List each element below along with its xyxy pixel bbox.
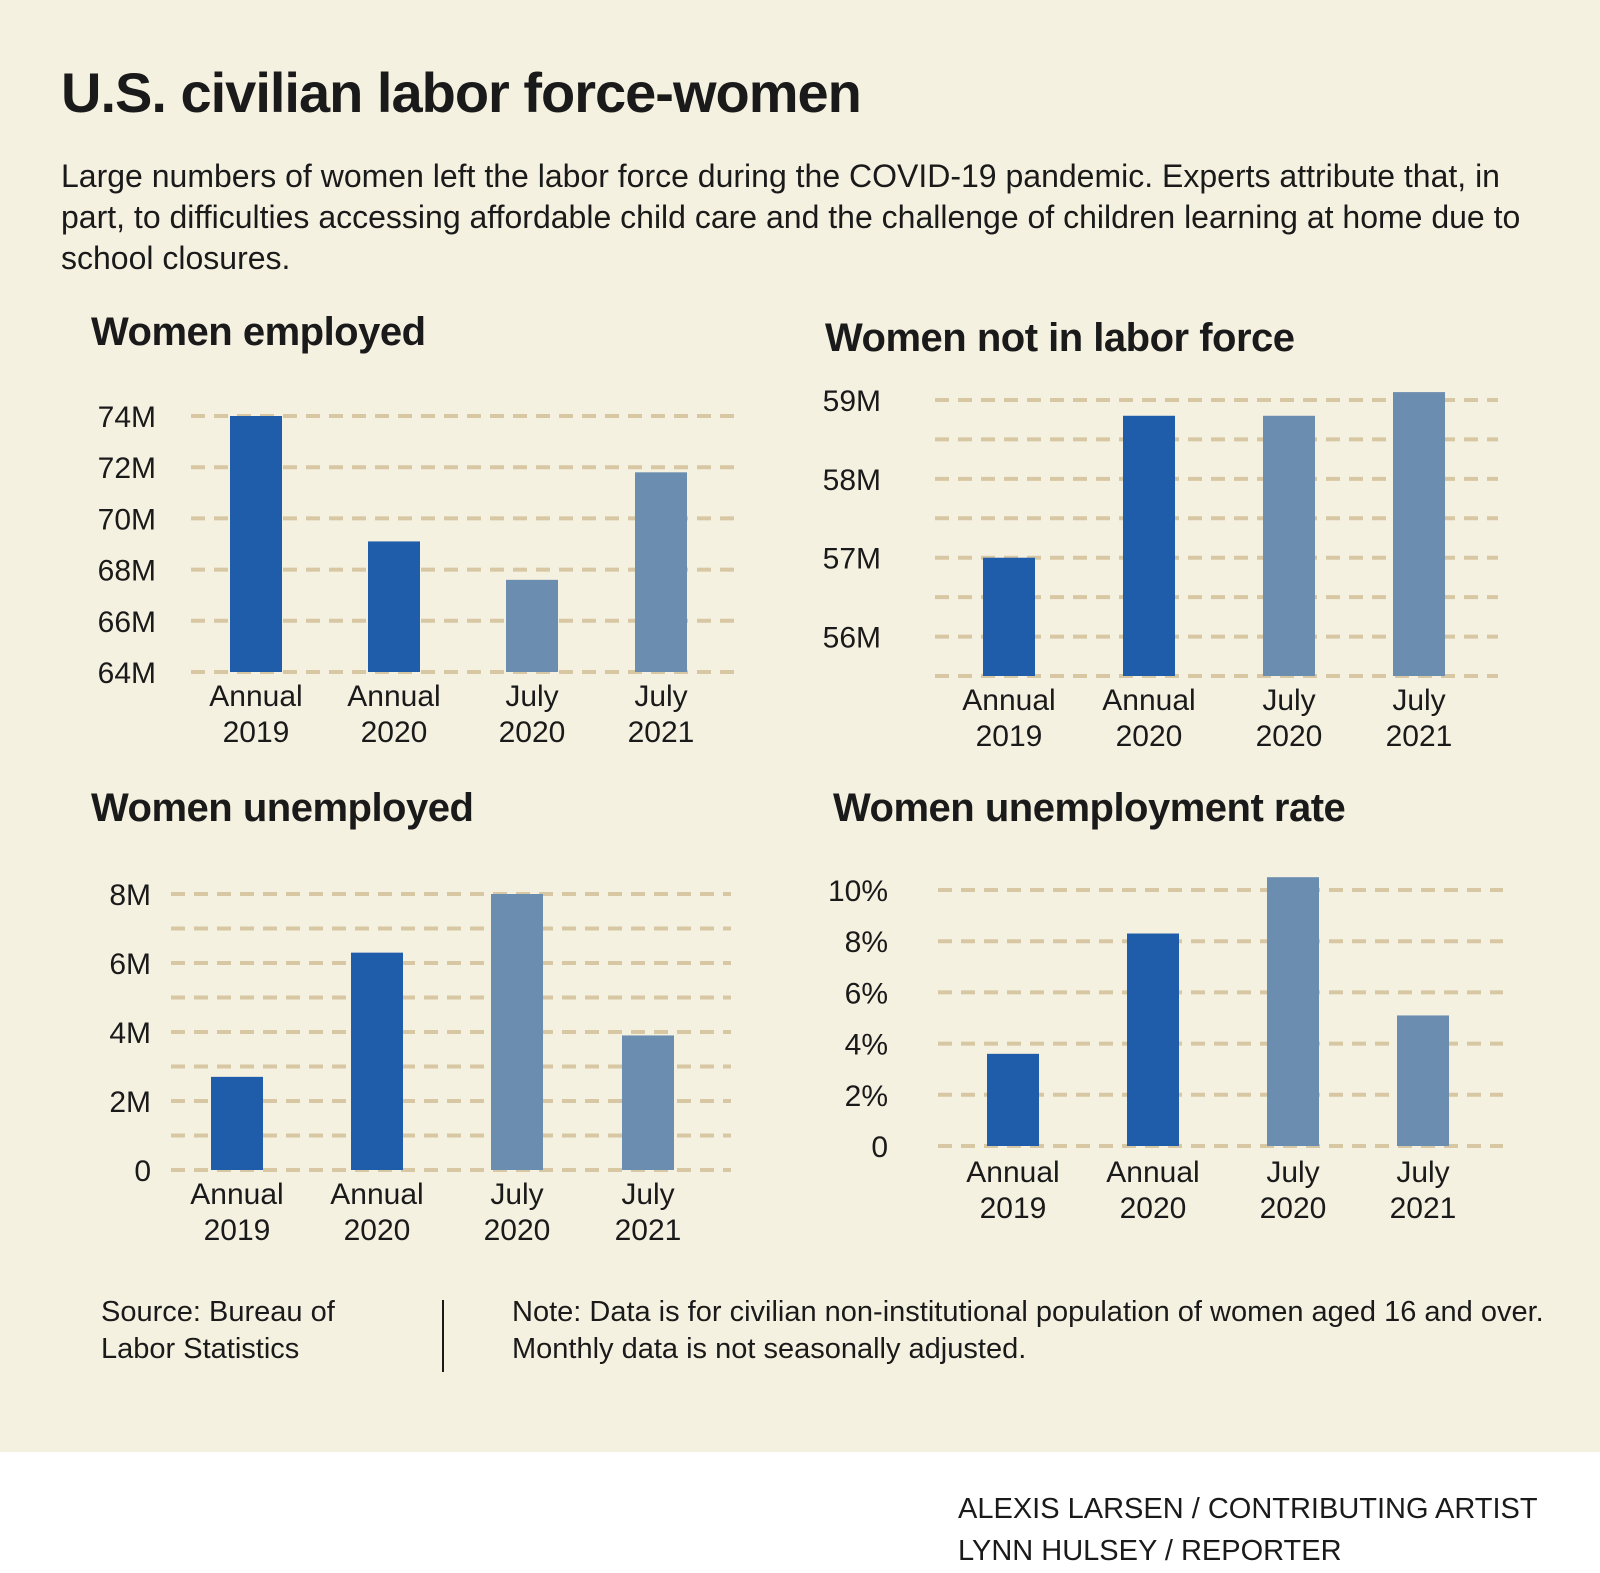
- y-tick-label: 56M: [823, 622, 881, 655]
- bar: [1123, 415, 1175, 676]
- chart-plot: 02%4%6%8%10%Annual2019Annual2020July2020…: [828, 875, 1503, 1225]
- chart-women-unemployment-rate: Women unemployment rate 0 2% 4% 6% 8% 10% Annu…: [823, 788, 1523, 1248]
- x-category-label: 2020: [1256, 720, 1323, 753]
- x-category-label: July: [505, 680, 558, 713]
- x-category-label: Annual: [190, 1178, 283, 1211]
- bar: [983, 557, 1035, 676]
- y-tick-label: 70M: [98, 503, 156, 536]
- data-note: Note: Data is for civilian non-instituti…: [512, 1296, 1544, 1365]
- x-category-label: Annual: [966, 1156, 1059, 1189]
- chart-plot: 56M57M58M59MAnnual2019Annual2020July2020…: [823, 385, 1498, 753]
- y-tick-label: 8%: [845, 926, 888, 959]
- y-tick-label: 64M: [98, 657, 156, 690]
- x-category-label: Annual: [209, 680, 302, 713]
- chart-women-unemployed: Women unemployed 0 2M 4M 6M 8M Annual 2019 Annu…: [86, 788, 776, 1248]
- y-tick-label: 57M: [823, 543, 881, 576]
- x-category-label: July: [1262, 684, 1315, 717]
- x-category-label: Annual: [962, 684, 1055, 717]
- y-tick-label: 4%: [845, 1029, 888, 1062]
- subtitle: Large numbers of women left the labor fo…: [61, 158, 1521, 276]
- y-tick-label: 8M: [109, 879, 151, 912]
- y-tick-label: 59M: [823, 385, 881, 418]
- bar: [1397, 1015, 1449, 1146]
- y-tick-label: 4M: [109, 1017, 151, 1050]
- x-category-label: July: [1392, 684, 1445, 717]
- x-category-label: Annual: [347, 680, 440, 713]
- bar: [351, 952, 403, 1170]
- source-note: Source: Bureau of Labor Statistics: [101, 1296, 335, 1365]
- x-category-label: 2020: [1260, 1192, 1327, 1225]
- x-category-label: 2021: [615, 1214, 682, 1247]
- x-category-label: 2020: [499, 716, 566, 749]
- bar: [1127, 933, 1179, 1146]
- x-category-label: 2020: [361, 716, 428, 749]
- bar: [1263, 415, 1315, 676]
- x-category-label: 2019: [204, 1214, 271, 1247]
- chart-title: Women not in labor force: [825, 316, 1295, 360]
- chart-plot: 64M66M68M70M72M74MAnnual2019Annual2020Ju…: [98, 401, 741, 749]
- bar: [230, 416, 282, 672]
- x-category-label: Annual: [1106, 1156, 1199, 1189]
- x-category-label: 2021: [1390, 1192, 1457, 1225]
- credits: ALEXIS LARSEN / CONTRIBUTING ARTIST LYNN…: [958, 1488, 1538, 1572]
- y-tick-label: 6M: [109, 948, 151, 981]
- y-tick-label: 0: [134, 1155, 151, 1188]
- y-tick-label: 0: [871, 1131, 888, 1164]
- y-tick-label: 2%: [845, 1080, 888, 1113]
- chart-women-employed: Women employed 64M 66M 68M 70M 72M 74M Annual 2…: [86, 312, 776, 762]
- bar: [635, 472, 687, 672]
- y-tick-label: 58M: [823, 464, 881, 497]
- y-tick-label: 72M: [98, 452, 156, 485]
- bar: [1267, 877, 1319, 1146]
- chart-title: Women employed: [91, 310, 426, 354]
- bar: [506, 579, 558, 672]
- x-category-label: July: [1266, 1156, 1319, 1189]
- y-tick-label: 66M: [98, 606, 156, 639]
- credit-artist: ALEXIS LARSEN / CONTRIBUTING ARTIST: [958, 1493, 1538, 1525]
- x-category-label: 2020: [344, 1214, 411, 1247]
- bar: [211, 1076, 263, 1170]
- x-category-label: 2019: [980, 1192, 1047, 1225]
- x-category-label: 2020: [1116, 720, 1183, 753]
- footer-divider: [442, 1300, 444, 1372]
- x-category-label: Annual: [330, 1178, 423, 1211]
- x-category-label: 2020: [1120, 1192, 1187, 1225]
- x-category-label: July: [1396, 1156, 1449, 1189]
- x-category-label: July: [621, 1178, 674, 1211]
- credit-reporter: LYNN HULSEY / REPORTER: [958, 1535, 1342, 1567]
- x-category-label: 2019: [976, 720, 1043, 753]
- x-category-label: 2020: [484, 1214, 551, 1247]
- bar: [368, 541, 420, 672]
- x-category-label: Annual: [1102, 684, 1195, 717]
- y-tick-label: 68M: [98, 555, 156, 588]
- x-category-label: July: [634, 680, 687, 713]
- infographic-panel: U.S. civilian labor force-women Large nu…: [0, 0, 1600, 1452]
- y-tick-label: 74M: [98, 401, 156, 434]
- x-category-label: 2019: [223, 716, 290, 749]
- x-category-label: 2021: [1386, 720, 1453, 753]
- chart-title: Women unemployment rate: [833, 786, 1346, 830]
- y-tick-label: 6%: [845, 977, 888, 1010]
- chart-title: Women unemployed: [91, 786, 474, 830]
- bar: [622, 1035, 674, 1170]
- bar: [987, 1053, 1039, 1146]
- x-category-label: July: [490, 1178, 543, 1211]
- x-category-label: 2021: [628, 716, 695, 749]
- chart-women-not-in-labor-force: Women not in labor force 56M 57M 58M 59M Ann…: [823, 318, 1523, 768]
- bar: [491, 894, 543, 1170]
- bar: [1393, 392, 1445, 676]
- y-tick-label: 2M: [109, 1086, 151, 1119]
- page-title: U.S. civilian labor force-women: [61, 61, 862, 124]
- chart-plot: 02M4M6M8MAnnual2019Annual2020July2020Jul…: [109, 879, 731, 1247]
- y-tick-label: 10%: [828, 875, 888, 908]
